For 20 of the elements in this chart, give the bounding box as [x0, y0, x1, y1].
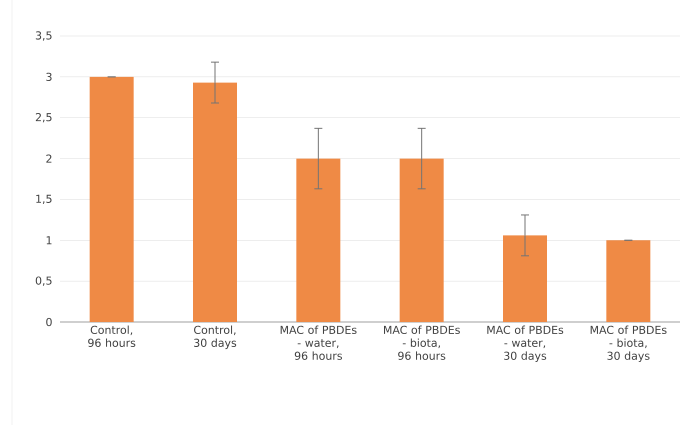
y-tick-label: 3,5 — [36, 31, 52, 41]
y-tick-label: 3 — [46, 72, 52, 81]
bar — [503, 235, 548, 322]
x-tick-label: MAC of PBDEs - biota, 30 days — [590, 326, 667, 362]
x-tick-label: MAC of PBDEs - biota, 96 hours — [384, 326, 460, 360]
bar — [400, 158, 444, 322]
x-tick-label: Control, 96 hours — [88, 326, 136, 347]
y-tick-label: 2,5 — [36, 113, 52, 122]
y-tick-label: 0 — [46, 318, 52, 326]
x-tick-label: MAC of PBDEs - water, 96 hours — [280, 326, 357, 360]
bar — [296, 158, 340, 322]
y-tick-label: 0,5 — [36, 276, 52, 286]
y-tick-label: 1,5 — [36, 194, 52, 204]
bar — [606, 240, 650, 322]
x-tick-label: Control, 30 days — [194, 326, 236, 350]
y-tick-label: 1 — [46, 236, 52, 244]
bar — [90, 76, 134, 322]
y-tick-label: 2 — [46, 154, 52, 163]
bar — [193, 82, 238, 322]
x-tick-label: MAC of PBDEs - water, 30 days — [487, 326, 564, 362]
